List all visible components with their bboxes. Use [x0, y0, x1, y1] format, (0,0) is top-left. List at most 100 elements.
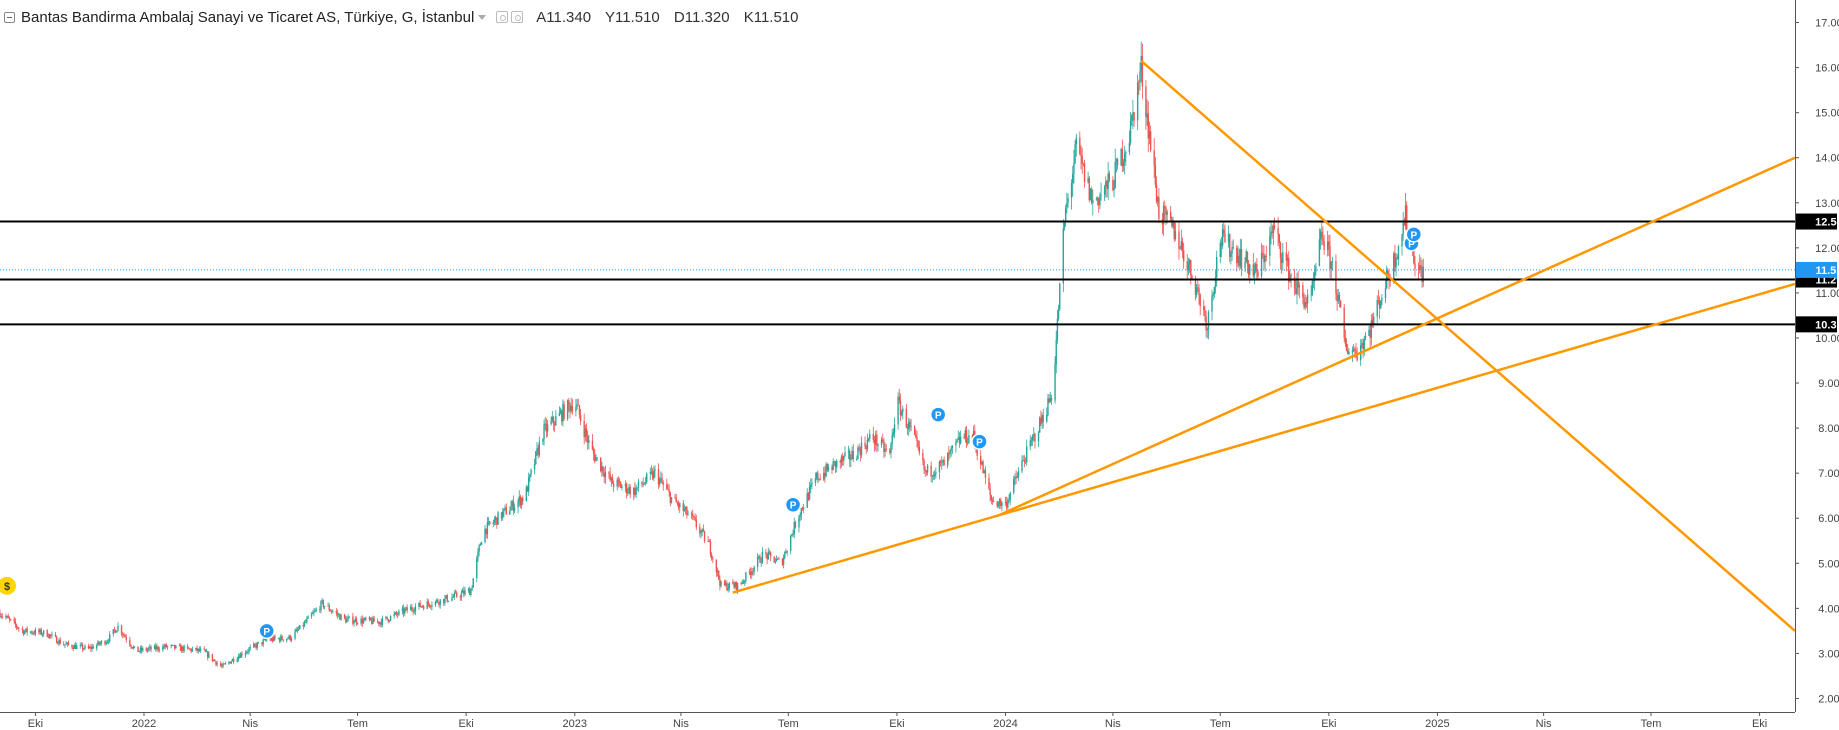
candle	[637, 478, 640, 493]
settings-icon[interactable]	[511, 11, 524, 23]
candle	[542, 438, 544, 445]
svg-text:10.302: 10.302	[1815, 319, 1839, 331]
candle	[314, 608, 316, 613]
event-marker[interactable]: P	[784, 496, 802, 513]
candle	[728, 582, 731, 592]
candle	[72, 645, 74, 652]
candle	[1073, 149, 1075, 184]
candle	[1007, 497, 1009, 511]
candle	[236, 657, 238, 663]
candle	[1128, 130, 1131, 156]
candle	[1330, 261, 1332, 279]
collapse-icon[interactable]	[4, 11, 15, 23]
candle	[800, 507, 803, 521]
candle	[802, 504, 805, 514]
candle	[304, 619, 307, 623]
candle	[877, 443, 879, 452]
candle	[223, 663, 225, 665]
candle	[116, 630, 118, 633]
candle	[1187, 257, 1190, 276]
candle	[675, 493, 677, 503]
candle	[1296, 272, 1298, 305]
svg-text:12.584: 12.584	[1815, 217, 1839, 229]
candle	[179, 643, 182, 651]
event-marker[interactable]: P	[1405, 226, 1423, 243]
candle	[87, 643, 90, 650]
candle	[54, 631, 57, 638]
event-marker[interactable]: P	[929, 406, 947, 423]
trendline[interactable]	[996, 156, 1796, 518]
candle	[271, 636, 274, 643]
candle	[1072, 166, 1074, 197]
candle	[1074, 140, 1076, 165]
symbol-title[interactable]: Bantas Bandirma Ambalaj Sanayi ve Ticare…	[21, 8, 475, 26]
candle	[409, 604, 412, 611]
candle	[1304, 294, 1306, 310]
candle	[694, 513, 696, 522]
candle	[1031, 433, 1034, 447]
candle	[577, 398, 579, 406]
candle	[9, 618, 12, 622]
candle	[1046, 407, 1048, 424]
candle	[676, 500, 679, 507]
candle	[42, 629, 45, 637]
candle	[981, 461, 983, 466]
trendline[interactable]	[1140, 59, 1796, 632]
candle	[360, 616, 362, 626]
candle	[320, 600, 322, 614]
candle	[1323, 234, 1325, 255]
candle	[139, 645, 142, 654]
candle	[29, 631, 32, 634]
candle	[1232, 239, 1234, 250]
candle	[125, 634, 127, 643]
candle	[303, 620, 306, 628]
candle	[237, 653, 240, 662]
candle	[956, 439, 958, 444]
candle	[1173, 221, 1175, 243]
candle	[634, 481, 636, 498]
candle	[964, 426, 967, 443]
candle	[801, 506, 804, 511]
candle	[991, 497, 994, 505]
candle	[1298, 281, 1301, 299]
candle	[346, 616, 348, 623]
candle	[503, 508, 505, 517]
candle	[411, 603, 413, 612]
candle	[204, 649, 207, 653]
candle	[1023, 455, 1026, 468]
candle	[1288, 251, 1290, 290]
candle	[563, 400, 565, 421]
candle	[1246, 251, 1249, 274]
candle	[633, 487, 635, 501]
event-marker[interactable]: P	[258, 622, 275, 640]
dividend-marker[interactable]: $	[0, 576, 16, 595]
candle	[186, 643, 189, 650]
candle	[15, 623, 18, 631]
candle	[1039, 416, 1041, 433]
candle	[107, 638, 110, 645]
candle	[923, 458, 925, 475]
chevron-down-icon[interactable]	[478, 14, 487, 20]
candle	[1286, 254, 1289, 267]
time-axis[interactable]: Eki 2022 Nis Tem Eki 2023 Nis Tem Eki 2024 Nis Tem E…	[0, 712, 1839, 730]
candle	[208, 651, 210, 659]
trendline[interactable]	[732, 282, 1796, 594]
candle	[463, 586, 465, 598]
y-tick-label: 11.000	[1816, 288, 1839, 300]
candle	[431, 601, 433, 611]
level-price-tag: 12.584	[1796, 213, 1839, 230]
candle	[609, 466, 611, 482]
candle	[1105, 176, 1107, 199]
event-marker[interactable]: P	[971, 433, 988, 450]
candle	[543, 419, 545, 446]
candle	[1362, 338, 1364, 359]
candle	[1214, 270, 1217, 294]
price-axis[interactable]: 2.000 3.000 4.000 5.000 6.000 7.000 8.000 9.000…	[1795, 0, 1839, 730]
candle	[1321, 221, 1323, 246]
visibility-icon[interactable]	[496, 11, 509, 23]
candle	[519, 494, 522, 509]
candle	[1295, 278, 1297, 295]
candle	[215, 660, 217, 667]
candle	[1395, 253, 1397, 277]
